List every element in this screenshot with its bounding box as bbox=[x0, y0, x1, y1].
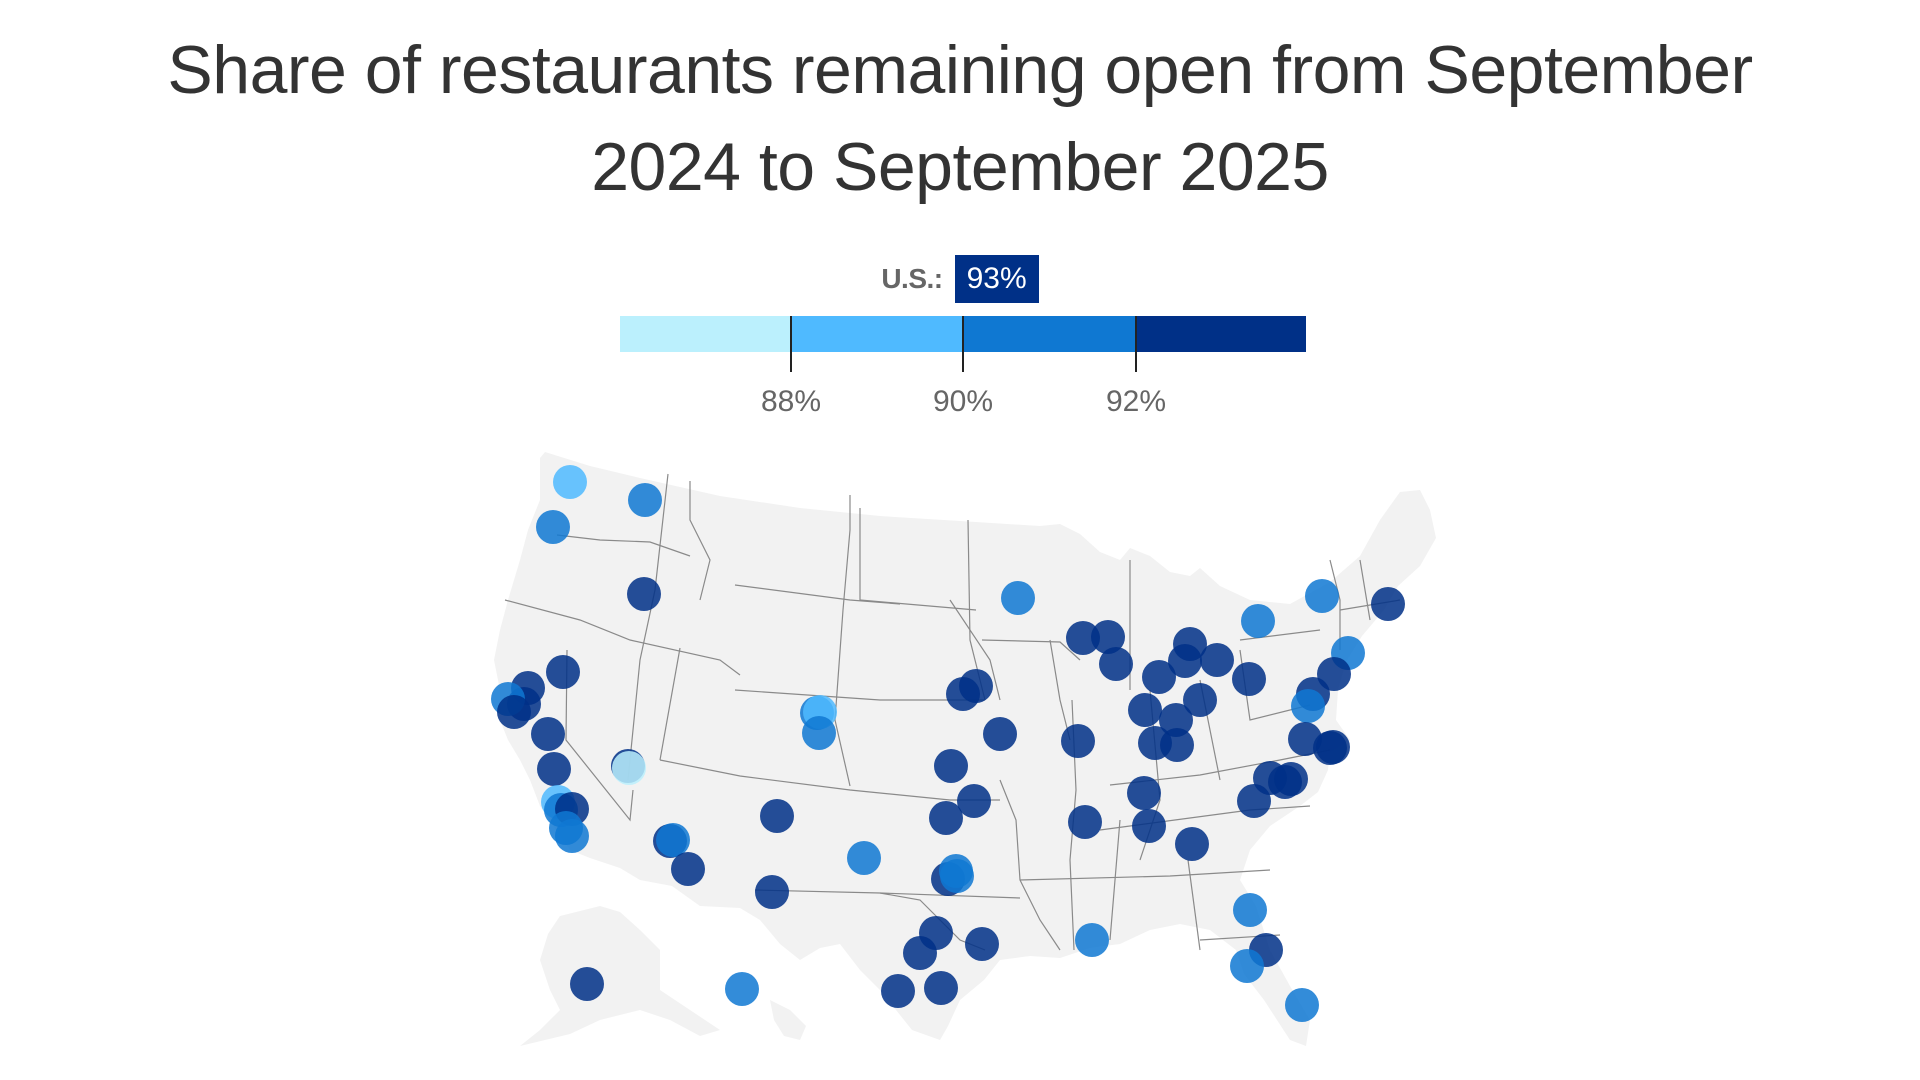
city-dot[interactable] bbox=[1160, 728, 1194, 762]
city-dot[interactable] bbox=[755, 875, 789, 909]
city-dot[interactable] bbox=[1068, 805, 1102, 839]
city-dot[interactable] bbox=[1200, 643, 1234, 677]
city-dot[interactable] bbox=[627, 577, 661, 611]
city-dot[interactable] bbox=[628, 483, 662, 517]
city-dot[interactable] bbox=[983, 717, 1017, 751]
city-dot[interactable] bbox=[671, 852, 705, 886]
city-dot[interactable] bbox=[536, 510, 570, 544]
city-dot[interactable] bbox=[847, 841, 881, 875]
contiguous-us-shape bbox=[494, 452, 1436, 1046]
legend-tick-label-88: 88% bbox=[760, 385, 822, 418]
city-dot[interactable] bbox=[1168, 644, 1202, 678]
city-dots bbox=[491, 465, 1405, 1022]
national-average: U.S.: 93% bbox=[0, 255, 1920, 303]
city-dot[interactable] bbox=[881, 974, 915, 1008]
city-dot[interactable] bbox=[1066, 621, 1100, 655]
chart-title-line-2: 2024 to September 2025 bbox=[591, 129, 1329, 205]
city-dot[interactable] bbox=[1175, 827, 1209, 861]
city-dot[interactable] bbox=[957, 784, 991, 818]
land bbox=[494, 452, 1436, 1046]
city-dot[interactable] bbox=[802, 716, 836, 750]
city-dot[interactable] bbox=[1316, 730, 1350, 764]
chart-title-line-1: Share of restaurants remaining open from… bbox=[167, 32, 1753, 108]
legend-bin-2 bbox=[791, 316, 963, 352]
city-dot[interactable] bbox=[1183, 683, 1217, 717]
city-dot[interactable] bbox=[1305, 579, 1339, 613]
legend-tick-label-92: 92% bbox=[1105, 385, 1167, 418]
city-dot[interactable] bbox=[725, 972, 759, 1006]
hawaii-shape bbox=[770, 1000, 806, 1040]
city-dot[interactable] bbox=[1230, 949, 1264, 983]
city-dot[interactable] bbox=[924, 971, 958, 1005]
city-dot[interactable] bbox=[929, 801, 963, 835]
city-dot[interactable] bbox=[1001, 581, 1035, 615]
legend-bin-1 bbox=[620, 316, 792, 352]
city-dot[interactable] bbox=[1132, 809, 1166, 843]
city-dot[interactable] bbox=[939, 854, 973, 888]
city-dot[interactable] bbox=[1233, 893, 1267, 927]
city-dot[interactable] bbox=[1232, 662, 1266, 696]
city-dot[interactable] bbox=[531, 717, 565, 751]
city-dot[interactable] bbox=[1091, 620, 1125, 654]
city-dot[interactable] bbox=[934, 749, 968, 783]
legend-tick-label-90: 90% bbox=[932, 385, 994, 418]
city-dot[interactable] bbox=[1159, 703, 1193, 737]
legend-tick-92 bbox=[1135, 316, 1137, 372]
alaska-shape bbox=[520, 906, 720, 1046]
legend-tick-90 bbox=[962, 316, 964, 372]
city-dot[interactable] bbox=[946, 677, 980, 711]
chart-title: Share of restaurants remaining open from… bbox=[0, 22, 1920, 216]
city-dot[interactable] bbox=[760, 799, 794, 833]
city-dot[interactable] bbox=[1099, 647, 1133, 681]
city-dot[interactable] bbox=[1285, 988, 1319, 1022]
city-dot[interactable] bbox=[903, 936, 937, 970]
us-value-badge: 93% bbox=[954, 255, 1039, 303]
city-dot[interactable] bbox=[1142, 660, 1176, 694]
city-dot[interactable] bbox=[965, 927, 999, 961]
city-dot[interactable] bbox=[570, 967, 604, 1001]
legend-tick-88 bbox=[790, 316, 792, 372]
us-label: U.S.: bbox=[881, 263, 943, 294]
city-dot[interactable] bbox=[612, 751, 646, 785]
city-dot[interactable] bbox=[1061, 724, 1095, 758]
city-dot[interactable] bbox=[1128, 693, 1162, 727]
city-dot[interactable] bbox=[1075, 923, 1109, 957]
legend-bin-3 bbox=[963, 316, 1135, 352]
city-dot[interactable] bbox=[1241, 604, 1275, 638]
city-dot[interactable] bbox=[553, 465, 587, 499]
legend-bin-4 bbox=[1134, 316, 1306, 352]
city-dot[interactable] bbox=[537, 752, 571, 786]
city-dot[interactable] bbox=[656, 823, 690, 857]
city-dot[interactable] bbox=[555, 819, 589, 853]
city-dot[interactable] bbox=[1127, 776, 1161, 810]
city-dot[interactable] bbox=[1371, 587, 1405, 621]
color-legend-bar bbox=[620, 316, 1306, 352]
city-dot[interactable] bbox=[1291, 689, 1325, 723]
city-dot[interactable] bbox=[1237, 784, 1271, 818]
city-dot[interactable] bbox=[546, 655, 580, 689]
city-dot[interactable] bbox=[497, 695, 531, 729]
city-dot[interactable] bbox=[1268, 765, 1302, 799]
